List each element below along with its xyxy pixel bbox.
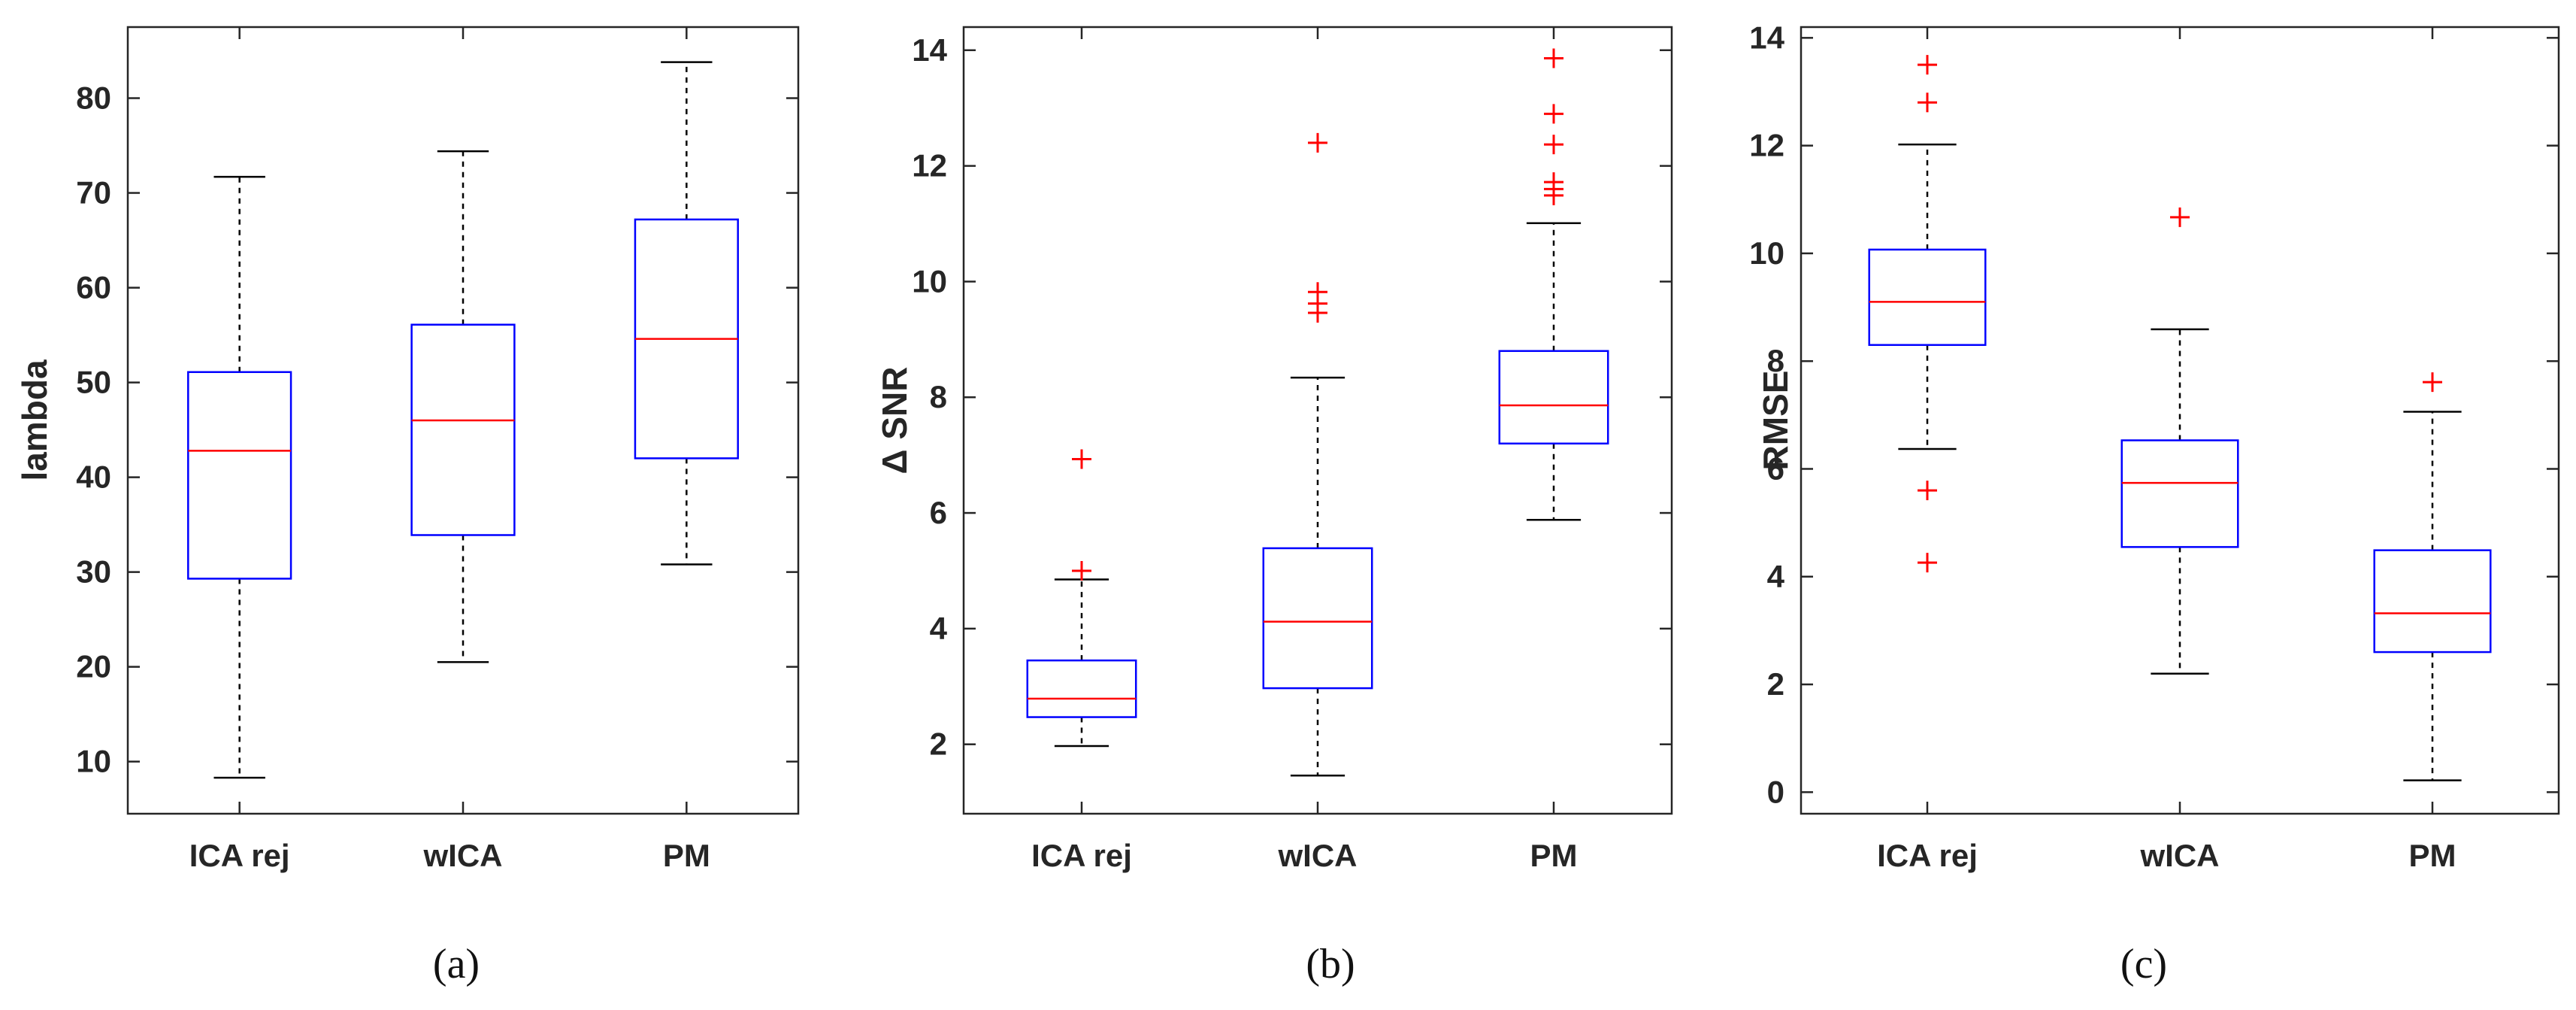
y-tick-label: 10	[912, 263, 947, 299]
iqr-box	[410, 323, 516, 536]
x-tick-label: PM	[2409, 838, 2456, 873]
y-tick-label: 50	[76, 365, 111, 400]
outlier-point	[2170, 207, 2190, 227]
x-tick-label: PM	[663, 838, 710, 873]
x-tick-label: wICA	[2140, 838, 2220, 873]
panel-caption: (a)	[433, 941, 480, 987]
iqr-box	[1262, 547, 1373, 690]
outlier-point	[1544, 172, 1563, 193]
y-tick-label: 4	[1767, 559, 1785, 594]
outlier-point	[1072, 449, 1091, 469]
y-tick-label: 6	[1767, 450, 1784, 486]
y-tick-label: 8	[1767, 343, 1784, 378]
x-tick-label: wICA	[1278, 838, 1358, 873]
outlier-point	[1072, 560, 1091, 581]
y-tick-label: 10	[76, 744, 111, 779]
y-tick-label: 10	[1749, 235, 1784, 271]
panel-caption: (b)	[1306, 941, 1355, 987]
x-tick-label: PM	[1530, 838, 1578, 873]
x-tick-label: wICA	[423, 838, 503, 873]
iqr-box	[2373, 549, 2492, 654]
y-tick-label: 6	[930, 495, 947, 530]
panel-b: 2 4 6 8 10 12 14 Δ SNR ICA rej wICA PM (b)	[875, 26, 1673, 987]
x-tick-label: ICA rej	[1031, 838, 1132, 873]
panel-c: 0 2 4 6 8 10 12 14 RMSE ICA rej wICA PM (c)	[1749, 20, 2560, 987]
y-tick-label: 80	[76, 80, 111, 116]
y-tick-label: 60	[76, 270, 111, 305]
outlier-point	[1918, 553, 1937, 573]
outlier-point	[1308, 282, 1327, 302]
y-tick-label: 12	[1749, 128, 1784, 163]
outlier-point	[1544, 104, 1563, 124]
y-tick-label: 2	[930, 726, 947, 762]
iqr-box	[187, 371, 292, 580]
y-tick-label: 14	[912, 32, 947, 68]
iqr-box	[1026, 659, 1137, 718]
iqr-box	[2120, 439, 2239, 548]
y-tick-label: 30	[76, 554, 111, 590]
outlier-point	[1918, 55, 1937, 75]
outlier-point	[1544, 48, 1563, 68]
x-tick-label: ICA rej	[189, 838, 290, 873]
y-tick-label: 12	[912, 148, 947, 183]
panel-a: 10 20 30 40 50 60 70 80 lambda ICA rej wICA PM (a)	[15, 26, 800, 987]
y-tick-label: 14	[1749, 20, 1784, 55]
y-tick-label: 4	[930, 611, 948, 646]
y-tick-label: 20	[76, 649, 111, 684]
outlier-point	[1544, 135, 1563, 155]
y-axis-label: Δ SNR	[875, 367, 914, 475]
y-tick-label: 0	[1767, 774, 1784, 809]
y-tick-label: 8	[930, 379, 947, 414]
panel-caption: (c)	[2120, 941, 2167, 987]
outlier-point	[1918, 93, 1937, 113]
outlier-point	[2423, 372, 2442, 393]
y-tick-label: 70	[76, 175, 111, 211]
iqr-box	[1868, 248, 1987, 346]
x-tick-label: ICA rej	[1877, 838, 1978, 873]
outlier-point	[1918, 481, 1937, 501]
outlier-point	[1308, 132, 1327, 153]
y-axis-label: RMSE	[1756, 371, 1795, 471]
y-tick-label: 40	[76, 460, 111, 495]
iqr-box	[1498, 350, 1609, 445]
y-tick-label: 2	[1767, 666, 1784, 702]
y-axis-label: lambda	[15, 359, 54, 481]
